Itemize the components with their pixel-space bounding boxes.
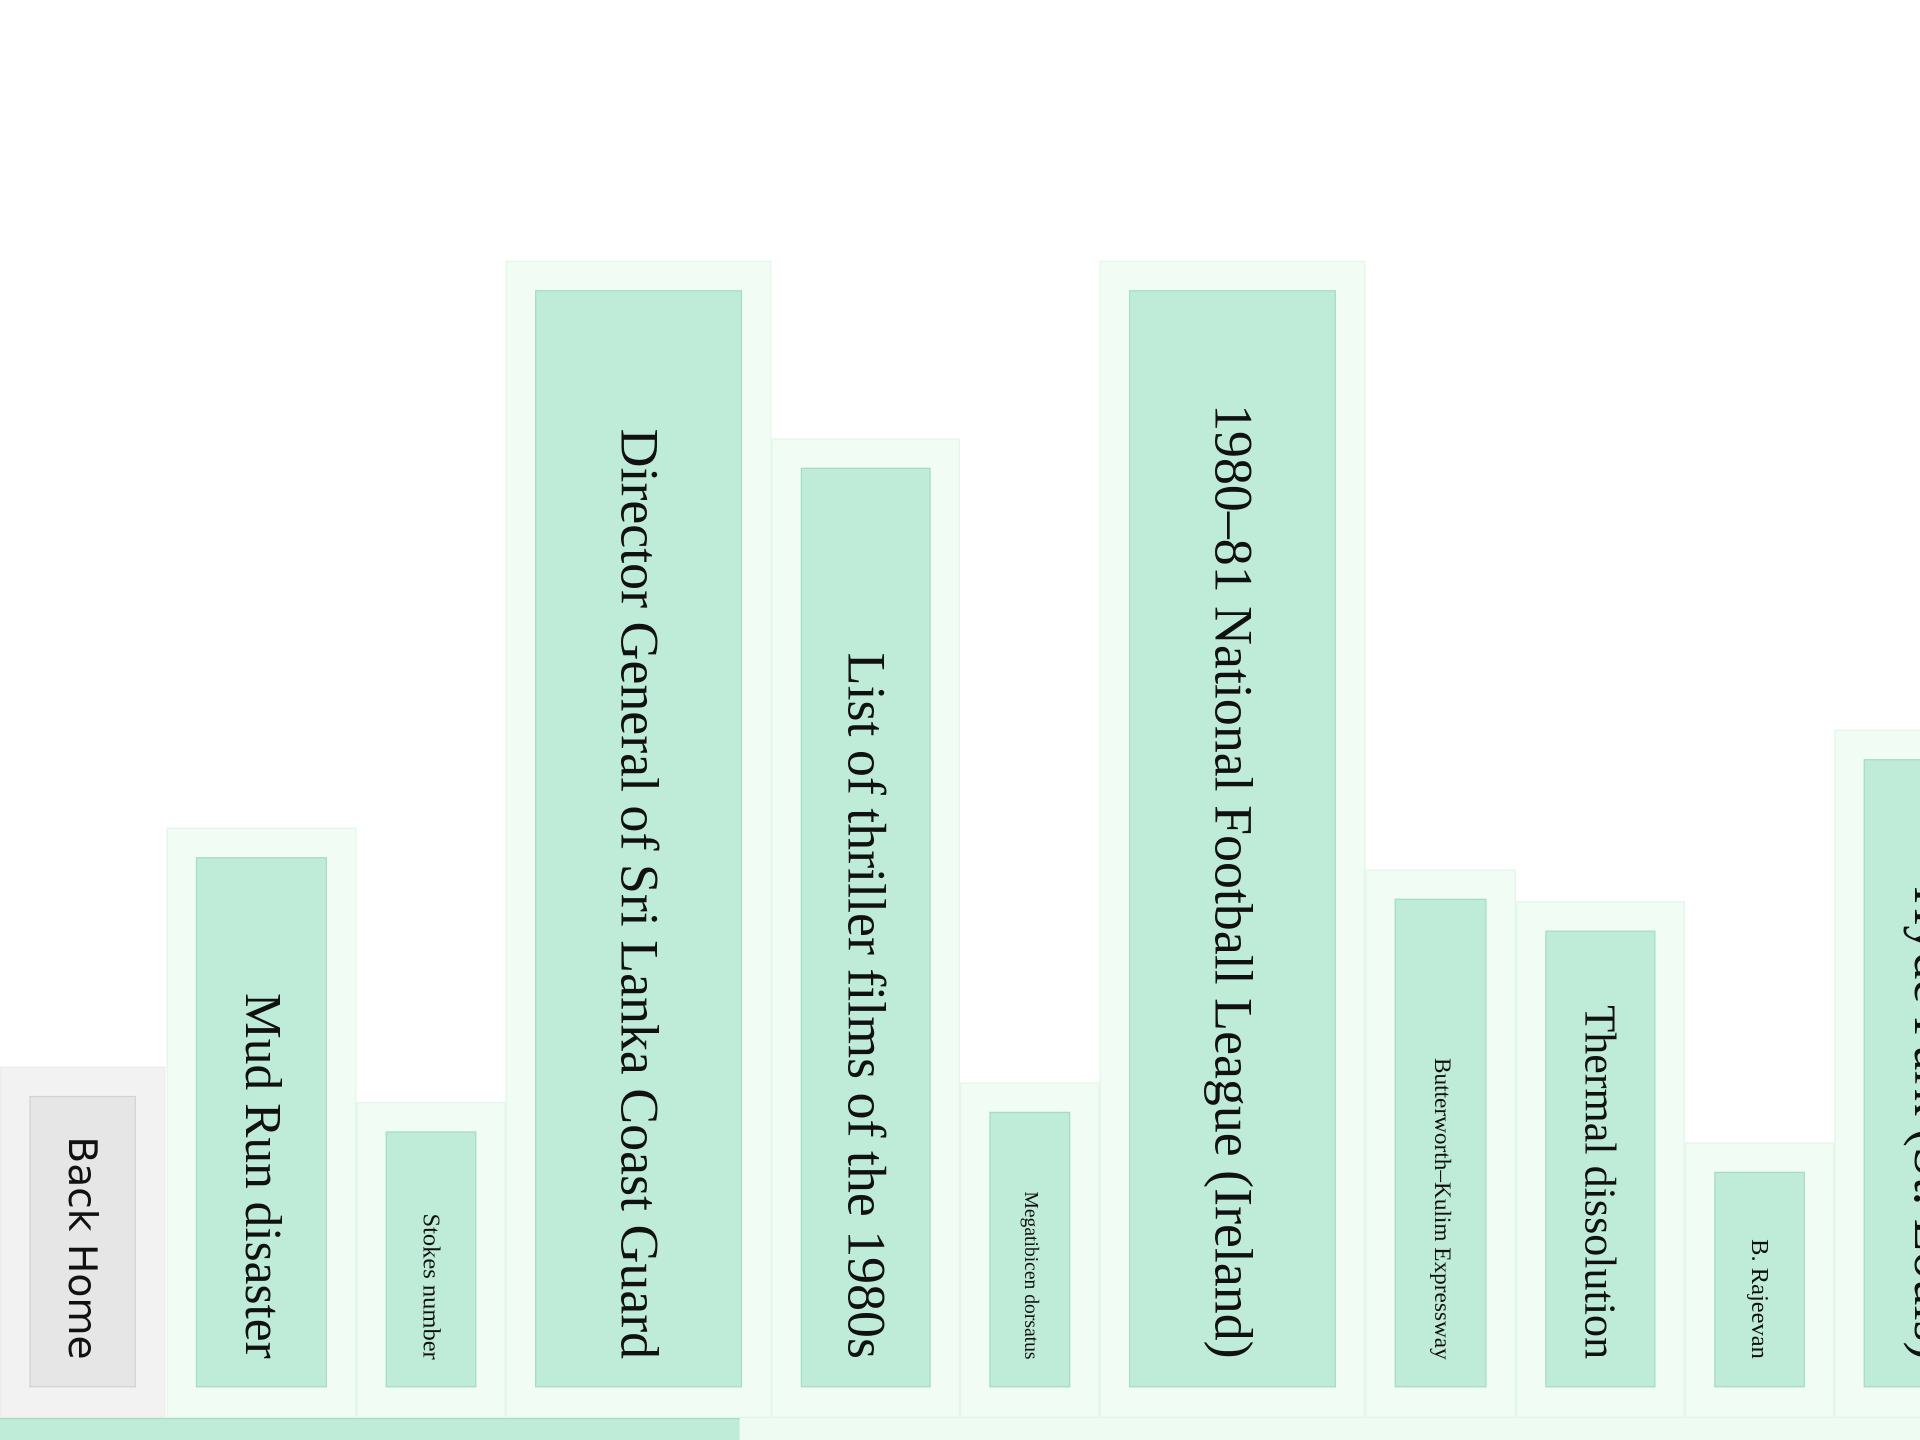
item-frame: Thermal dissolution bbox=[1515, 901, 1685, 1418]
item-frame: 1980–81 National Football League (Irelan… bbox=[1099, 260, 1366, 1418]
item-frame: Stokes number bbox=[356, 1102, 506, 1418]
item-label: Mud Run disaster bbox=[233, 993, 291, 1360]
item-frame: Butterworth–Kulim Expressway bbox=[1365, 869, 1516, 1418]
item-label: Thermal dissolution bbox=[1575, 1005, 1625, 1360]
item-button[interactable]: Mud Run disaster bbox=[195, 857, 327, 1388]
item-label: Stokes number bbox=[417, 1212, 445, 1360]
item-button[interactable]: Thermal dissolution bbox=[1545, 930, 1656, 1388]
back-button-frame: Back Home bbox=[0, 1066, 166, 1418]
item-frame: Hyde Park (St. Louis) bbox=[1834, 729, 1920, 1418]
item-label: Director General of Sri Lanka Coast Guar… bbox=[609, 428, 670, 1360]
item-frame: Megatibicen dorsatus bbox=[960, 1082, 1100, 1418]
item-button[interactable]: Hyde Park (St. Louis) bbox=[1863, 759, 1920, 1388]
item-label: 1980–81 National Football League (Irelan… bbox=[1203, 404, 1264, 1360]
item-button[interactable]: B. Rajeevan bbox=[1714, 1171, 1805, 1388]
item-button[interactable]: 1980–81 National Football League (Irelan… bbox=[1128, 290, 1336, 1388]
item-frame: B. Rajeevan bbox=[1684, 1142, 1835, 1418]
progress-fill bbox=[0, 1417, 740, 1440]
back-button[interactable]: Back Home bbox=[29, 1095, 136, 1388]
item-frame: List of thriller films of the 1980s bbox=[771, 438, 961, 1418]
item-button[interactable]: Stokes number bbox=[385, 1131, 477, 1388]
item-frame: Mud Run disaster bbox=[166, 827, 357, 1418]
back-button-label: Back Home bbox=[59, 1135, 106, 1360]
item-label: List of thriller films of the 1980s bbox=[836, 652, 897, 1360]
item-button[interactable]: Megatibicen dorsatus bbox=[989, 1111, 1071, 1388]
item-label: B. Rajeevan bbox=[1746, 1239, 1774, 1360]
bottom-bar bbox=[0, 1417, 1920, 1440]
item-frame: Director General of Sri Lanka Coast Guar… bbox=[505, 260, 772, 1418]
item-label: Hyde Park (St. Louis) bbox=[1902, 886, 1920, 1360]
item-button[interactable]: List of thriller films of the 1980s bbox=[800, 467, 931, 1388]
item-button[interactable]: Butterworth–Kulim Expressway bbox=[1394, 898, 1487, 1388]
item-label: Butterworth–Kulim Expressway bbox=[1428, 1057, 1455, 1360]
item-button[interactable]: Director General of Sri Lanka Coast Guar… bbox=[535, 290, 743, 1388]
item-label: Megatibicen dorsatus bbox=[1020, 1191, 1041, 1360]
